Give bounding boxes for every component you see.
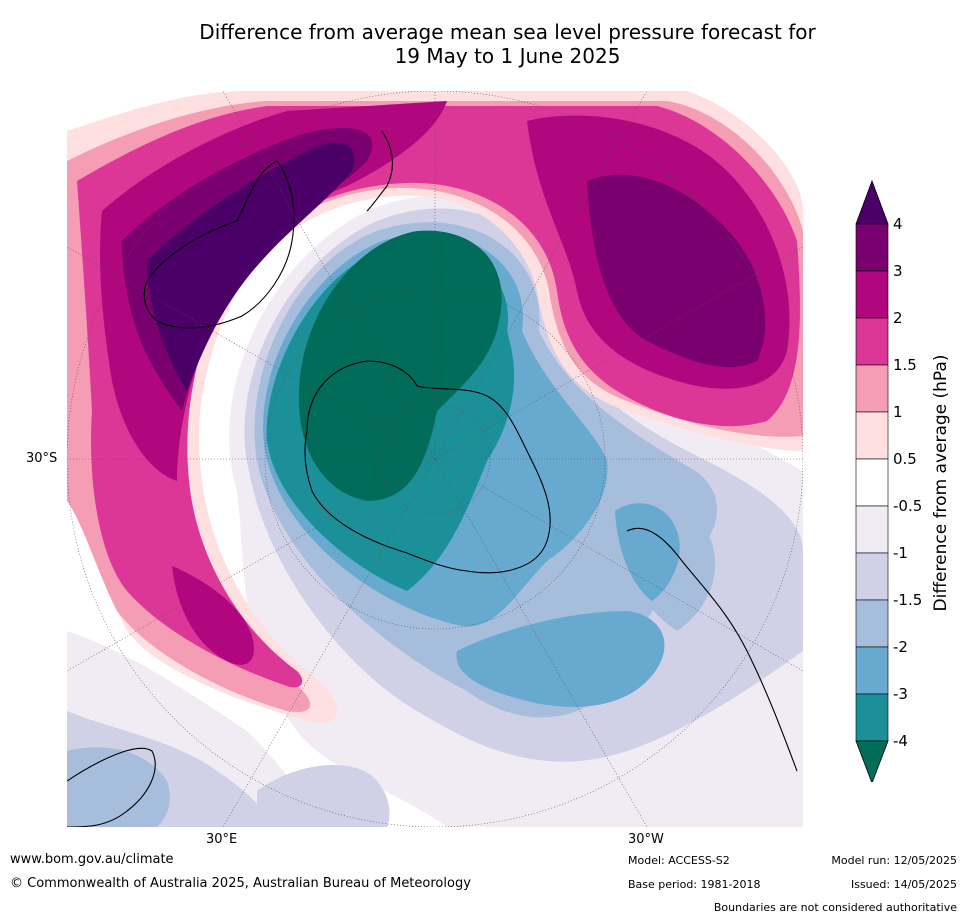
colorbar-tick-label: -2 (893, 638, 908, 656)
map-title: Difference from average mean sea level p… (0, 20, 965, 68)
anomaly-zone-3-east (587, 174, 766, 368)
africa-coastline (67, 747, 156, 827)
colorbar-tick-label: 1.5 (893, 356, 917, 374)
colorbar (855, 180, 889, 782)
boundaries-disclaimer: Boundaries are not considered authoritat… (713, 901, 957, 914)
colorbar-tick-label: -1.5 (893, 591, 923, 609)
colorbar-segment-0.5_1 (855, 411, 889, 460)
longitude-label-30w: 30°W (628, 832, 664, 847)
colorbar-title: Difference from average (hPa) (931, 354, 951, 612)
pressure-anomaly-map (67, 91, 803, 827)
latitude-label-30s: 30°S (26, 451, 58, 466)
anomaly-zone-minus-2-south (456, 611, 665, 707)
colorbar-extend-above-4 (855, 180, 889, 225)
antarctica-coastline (304, 360, 551, 574)
anomaly-zone-4-west (147, 142, 355, 391)
anomaly-zone-minus-1-southeast (257, 764, 390, 827)
model-run-date: Model run: 12/05/2025 (831, 854, 957, 867)
issued-date: Issued: 14/05/2025 (850, 878, 957, 891)
colorbar-tick-label: 0.5 (893, 450, 917, 468)
anomaly-zone-2-south (172, 566, 255, 665)
colorbar-segment--1_-0.5 (855, 505, 889, 554)
longitude-label-30e: 30°E (206, 832, 238, 847)
coastlines (67, 130, 798, 827)
copyright-text: © Commonwealth of Australia 2025, Austra… (10, 876, 471, 891)
colorbar-tick-label: 3 (893, 262, 903, 280)
colorbar-segment-1.5_2 (855, 317, 889, 366)
colorbar-tick-label: -0.5 (893, 497, 923, 515)
colorbar-segment--2_-1.5 (855, 599, 889, 648)
website-link[interactable]: www.bom.gov.au/climate (10, 852, 174, 867)
colorbar-segment-3_4 (855, 223, 889, 272)
graticule (67, 91, 803, 827)
colorbar-segment-1_1.5 (855, 364, 889, 413)
colorbar-extend-below-minus-4 (855, 740, 889, 782)
colorbar-tick-label: 2 (893, 309, 903, 327)
colorbar-tick-label: 4 (893, 215, 903, 233)
colorbar-segment--4_-3 (855, 693, 889, 742)
colorbar-tick-label: -3 (893, 685, 908, 703)
anomaly-zone-minus-2-coast (615, 503, 680, 601)
colorbar-tick-label: 1 (893, 403, 903, 421)
model-name: Model: ACCESS-S2 (628, 854, 730, 867)
australia-coastline (143, 160, 295, 329)
anomaly-zone-minus-1.5-west (67, 747, 170, 827)
colorbar-segment--0.5_0.5 (855, 458, 889, 507)
colorbar-segment--3_-2 (855, 646, 889, 695)
south-america-coastline (626, 527, 798, 772)
colorbar-tick-label: -4 (893, 732, 908, 750)
anomaly-zone-minus-4 (298, 230, 502, 501)
colorbar-tick-label: -1 (893, 544, 908, 562)
colorbar-segments (855, 180, 889, 782)
new-zealand-coastline (366, 130, 393, 212)
colorbar-segment--1.5_-1 (855, 552, 889, 601)
base-period: Base period: 1981-2018 (628, 878, 761, 891)
title-line-1: Difference from average mean sea level p… (199, 20, 816, 44)
colorbar-segment-2_3 (855, 270, 889, 319)
title-line-2: 19 May to 1 June 2025 (394, 44, 621, 68)
